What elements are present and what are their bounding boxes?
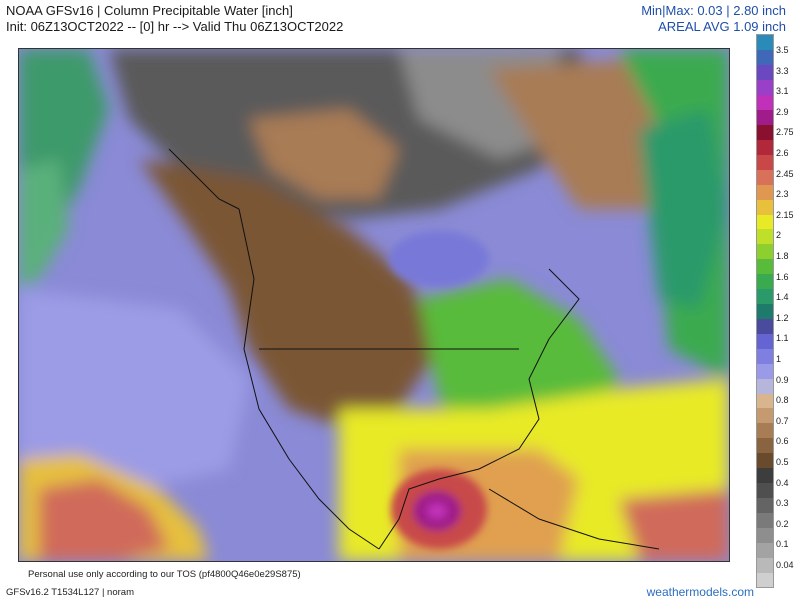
colorbar-tick-label: 2.6 xyxy=(776,148,789,158)
model-info: GFSv16.2 T1534L127 | noram xyxy=(6,587,134,598)
tos-text: Personal use only according to our TOS (… xyxy=(28,569,301,580)
colorbar-segment xyxy=(757,139,773,155)
colorbar-segment xyxy=(757,228,773,245)
colorbar-tick-label: 3.3 xyxy=(776,65,789,76)
colorbar-segment xyxy=(757,512,773,528)
interior-dry xyxy=(139,159,439,429)
colorbar-segment xyxy=(757,572,773,588)
brand-link[interactable]: weathermodels.com xyxy=(646,585,754,599)
title-line-2: Init: 06Z13OCT2022 -- [0] hr --> Valid T… xyxy=(6,19,344,34)
colorbar-segment xyxy=(757,407,773,424)
colorbar xyxy=(756,34,774,588)
colorbar-tick-label: 1 xyxy=(776,354,782,364)
colorbar-segment xyxy=(757,542,773,558)
colorbar-tick-label: 3.5 xyxy=(776,45,789,55)
colorbar-segment xyxy=(757,35,773,51)
caribbean-red xyxy=(619,489,729,561)
sw-red xyxy=(39,479,169,561)
colorbar-tick-label: 0.7 xyxy=(776,415,789,426)
colorbar-segment xyxy=(757,154,773,170)
colorbar-segment xyxy=(757,363,773,379)
areal-avg-text: AREAL AVG 1.09 inch xyxy=(658,19,786,34)
colorbar-tick-label: 0.2 xyxy=(776,518,789,529)
colorbar-tick-label: 2 xyxy=(776,230,782,241)
title-line-1: NOAA GFSv16 | Column Precipitable Water … xyxy=(6,3,293,18)
colorbar-segment xyxy=(757,557,773,573)
colorbar-segment xyxy=(757,348,773,364)
colorbar-tick-label: 1.2 xyxy=(776,312,789,323)
colorbar-tick-label: 0.5 xyxy=(776,457,789,467)
weather-map[interactable] xyxy=(18,48,730,562)
colorbar-segment xyxy=(757,258,773,275)
canada-brown xyxy=(249,109,399,199)
colorbar-segment xyxy=(757,303,773,319)
colorbar-tick-label: 0.1 xyxy=(776,539,789,550)
colorbar-segment xyxy=(757,169,773,185)
colorbar-segment xyxy=(757,109,773,125)
colorbar-segment xyxy=(757,437,773,454)
colorbar-tick-label: 2.9 xyxy=(776,106,789,117)
colorbar-segment xyxy=(757,452,773,469)
pacific-violet xyxy=(19,289,249,489)
colorbar-tick-label: 0.8 xyxy=(776,395,789,406)
colorbar-segment xyxy=(757,288,773,305)
storm-center xyxy=(427,503,447,519)
colorbar-segment xyxy=(757,422,773,439)
colorbar-tick-label: 1.1 xyxy=(776,333,789,344)
colorbar-segment xyxy=(757,273,773,290)
stats-box: Min|Max: 0.03 | 2.80 inch AREAL AVG 1.09… xyxy=(641,3,786,35)
pacific-band-2 xyxy=(19,159,69,289)
colorbar-segment xyxy=(757,467,773,484)
colorbar-segment xyxy=(757,79,773,96)
colorbar-segment xyxy=(757,333,773,349)
colorbar-segment xyxy=(757,497,773,513)
colorbar-tick-label: 1.4 xyxy=(776,292,789,303)
colorbar-tick-label: 2.3 xyxy=(776,189,789,200)
minmax-text: Min|Max: 0.03 | 2.80 inch xyxy=(641,3,786,18)
colorbar-segment xyxy=(757,184,773,200)
colorbar-segment xyxy=(757,199,773,215)
colorbar-segment xyxy=(757,214,773,230)
colorbar-tick-label: 0.9 xyxy=(776,374,789,385)
atlantic-brown xyxy=(489,59,679,209)
colorbar-tick-label: 2.15 xyxy=(776,209,794,220)
coastlines xyxy=(168,148,660,550)
colorbar-tick-label: 0.6 xyxy=(776,436,789,447)
map-svg xyxy=(19,49,729,561)
chart-title: NOAA GFSv16 | Column Precipitable Water … xyxy=(6,3,343,35)
colorbar-segment xyxy=(757,393,773,409)
colorbar-segment xyxy=(757,124,773,140)
colorbar-segment xyxy=(757,527,773,543)
colorbar-segment xyxy=(757,378,773,394)
atlantic-teal xyxy=(639,109,729,309)
colorbar-tick-label: 3.1 xyxy=(776,86,789,97)
colorbar-tick-label: 2.45 xyxy=(776,168,794,179)
colorbar-segment xyxy=(757,243,773,260)
colorbar-tick-label: 0.4 xyxy=(776,477,789,488)
colorbar-segment xyxy=(757,318,773,334)
colorbar-segment xyxy=(757,49,773,66)
colorbar-tick-label: 2.75 xyxy=(776,127,794,138)
colorbar-segment xyxy=(757,482,773,498)
colorbar-tick-label: 1.6 xyxy=(776,271,789,282)
colorbar-tick-label: 1.8 xyxy=(776,251,789,261)
colorbar-tick-label: 0.04 xyxy=(776,560,794,570)
colorbar-segment xyxy=(757,94,773,111)
colorbar-tick-label: 0.3 xyxy=(776,498,789,509)
colorbar-segment xyxy=(757,64,773,81)
great-lakes-moisture xyxy=(389,231,489,287)
